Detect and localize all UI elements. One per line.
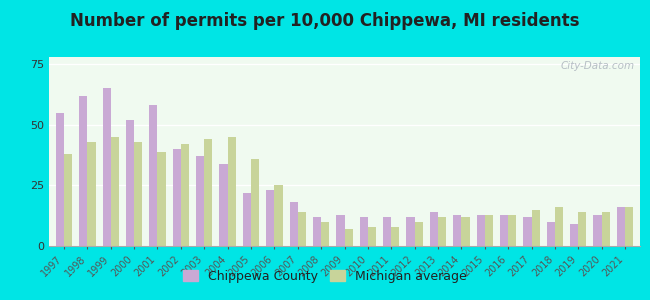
Bar: [625, 207, 633, 246]
Bar: [134, 142, 142, 246]
Bar: [336, 214, 344, 246]
Bar: [274, 185, 283, 246]
Bar: [266, 190, 274, 246]
Bar: [227, 137, 236, 246]
Bar: [602, 212, 610, 246]
Bar: [532, 210, 539, 246]
Bar: [500, 214, 508, 246]
Bar: [415, 222, 422, 246]
Bar: [289, 202, 298, 246]
Legend: Chippewa County, Michigan average: Chippewa County, Michigan average: [178, 265, 472, 288]
Bar: [359, 217, 368, 246]
Text: Number of permits per 10,000 Chippewa, MI residents: Number of permits per 10,000 Chippewa, M…: [70, 12, 580, 30]
Bar: [570, 224, 578, 246]
Bar: [298, 212, 306, 246]
Bar: [593, 214, 602, 246]
Bar: [196, 156, 204, 246]
Bar: [64, 154, 72, 246]
Bar: [406, 217, 415, 246]
Bar: [555, 207, 563, 246]
Bar: [157, 152, 166, 246]
Bar: [344, 229, 353, 246]
Bar: [453, 214, 461, 246]
Bar: [485, 214, 493, 246]
Bar: [368, 226, 376, 246]
Bar: [204, 140, 213, 246]
Bar: [251, 159, 259, 246]
Bar: [321, 222, 330, 246]
Bar: [430, 212, 438, 246]
Bar: [243, 193, 251, 246]
Bar: [383, 217, 391, 246]
Bar: [462, 217, 469, 246]
Bar: [220, 164, 228, 246]
Bar: [181, 144, 189, 246]
Bar: [547, 222, 555, 246]
Text: City-Data.com: City-Data.com: [560, 61, 634, 71]
Bar: [438, 217, 446, 246]
Bar: [508, 214, 516, 246]
Bar: [87, 142, 96, 246]
Bar: [391, 226, 400, 246]
Bar: [578, 212, 586, 246]
Bar: [79, 96, 87, 246]
Bar: [103, 88, 111, 246]
Bar: [617, 207, 625, 246]
Bar: [126, 120, 134, 246]
Bar: [150, 106, 157, 246]
Bar: [476, 214, 485, 246]
Bar: [56, 113, 64, 246]
Bar: [313, 217, 321, 246]
Bar: [173, 149, 181, 246]
Bar: [111, 137, 119, 246]
Bar: [523, 217, 532, 246]
